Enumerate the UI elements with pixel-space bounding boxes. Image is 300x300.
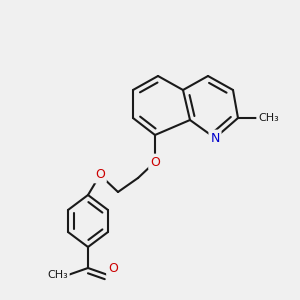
Text: O: O	[108, 262, 118, 275]
Text: CH₃: CH₃	[47, 270, 68, 280]
Text: O: O	[150, 155, 160, 169]
Text: CH₃: CH₃	[258, 113, 279, 123]
Text: O: O	[95, 169, 105, 182]
Text: N: N	[210, 131, 220, 145]
